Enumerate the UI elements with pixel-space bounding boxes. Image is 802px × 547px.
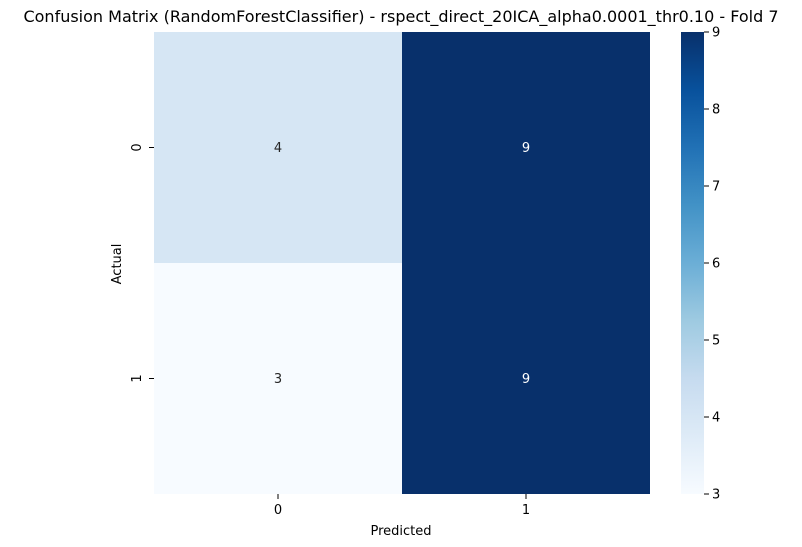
- heatmap-cell: [154, 32, 402, 263]
- y-axis-label: Actual: [110, 244, 125, 285]
- colorbar-tick-label: 6: [712, 257, 720, 272]
- heatmap-cells: 4 9 3 9: [154, 32, 650, 494]
- colorbar-tick-label: 7: [712, 180, 720, 195]
- heatmap-cell: [154, 263, 402, 494]
- colorbar-tick-label: 4: [712, 411, 720, 426]
- colorbar-tick-label: 5: [712, 334, 720, 349]
- cell-value-label: 9: [522, 141, 530, 156]
- colorbar-tick-label: 8: [712, 103, 720, 118]
- cell-value-label: 9: [522, 372, 530, 387]
- heatmap-cell: [402, 32, 650, 263]
- x-tick-label: 1: [522, 503, 530, 518]
- heatmap-cell: [402, 263, 650, 494]
- y-axis: 01: [130, 143, 154, 383]
- cell-value-label: 4: [274, 141, 282, 156]
- colorbar-tick-label: 9: [712, 26, 720, 41]
- y-tick-label: 1: [130, 374, 145, 382]
- x-axis-label: Predicted: [370, 524, 431, 539]
- x-tick-label: 0: [274, 503, 282, 518]
- colorbar-tick-label: 3: [712, 488, 720, 503]
- colorbar-gradient: [681, 32, 704, 494]
- y-tick-label: 0: [130, 143, 145, 151]
- cell-value-label: 3: [274, 372, 282, 387]
- chart-title: Confusion Matrix (RandomForestClassifier…: [23, 7, 778, 27]
- colorbar: 3 4 5 6 7 8 9: [681, 26, 720, 503]
